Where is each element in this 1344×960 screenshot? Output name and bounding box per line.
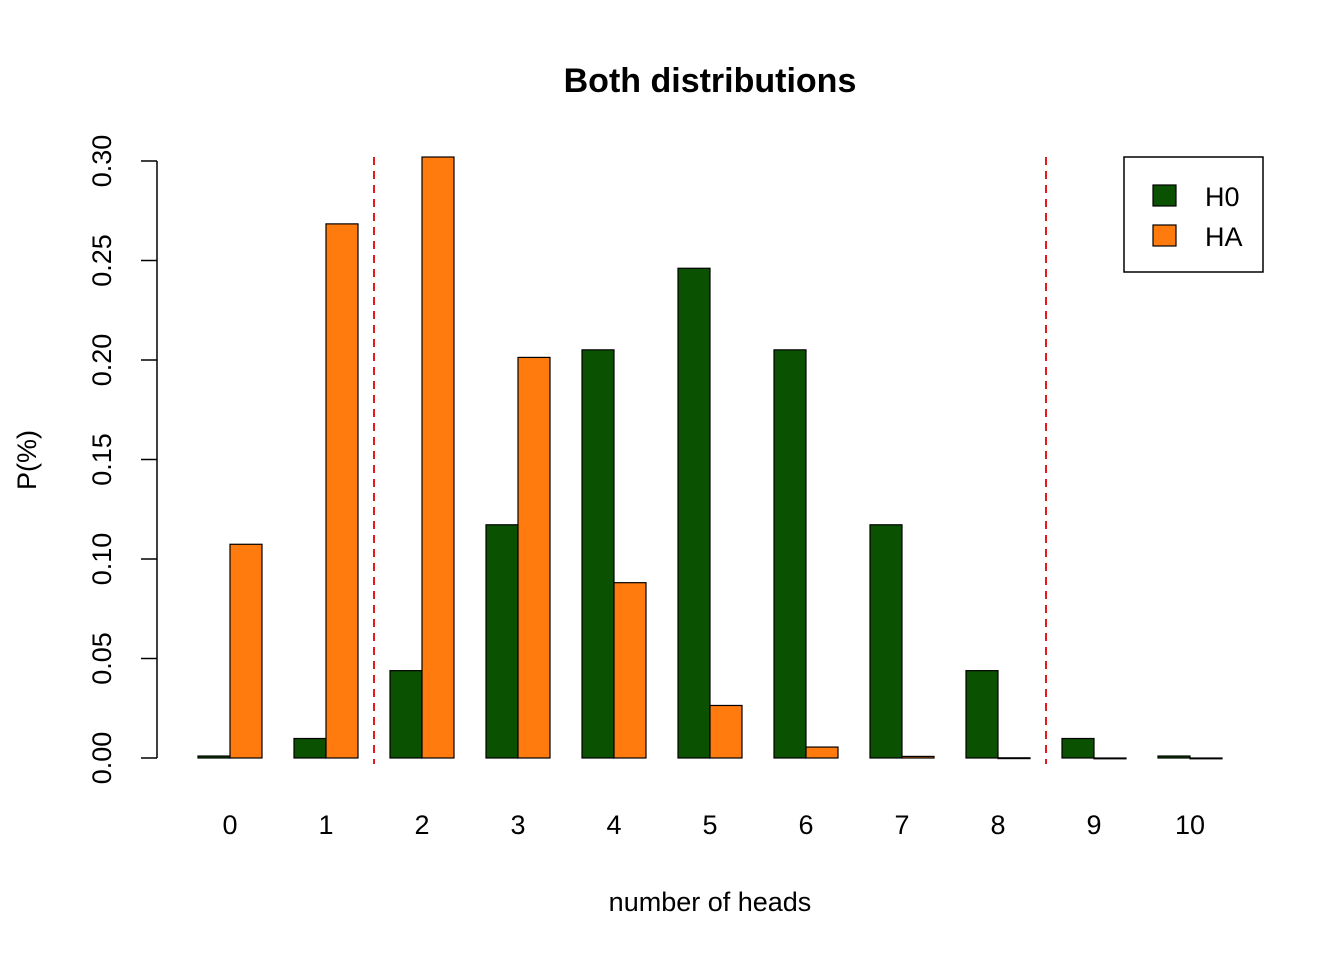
y-axis-label: P(%): [12, 430, 42, 490]
bar-h0-8: [965, 670, 999, 759]
bar-ha-5: [709, 704, 743, 759]
x-tick-label: 2: [414, 810, 429, 840]
bar-ha-8: [997, 757, 1031, 760]
x-tick-label: 8: [990, 810, 1005, 840]
y-axis: 0.00 0.05 0.10 0.15 0.20 0.25 0.30: [87, 135, 158, 785]
y-tick-label: 0.10: [87, 533, 117, 586]
bar-h0-0: [197, 755, 231, 759]
legend-swatch-ha: [1152, 224, 1177, 247]
bar-ha-10: [1189, 757, 1223, 760]
x-axis-label: number of heads: [609, 887, 812, 917]
bar-ha-2: [421, 156, 455, 759]
bar-ha-0: [229, 543, 263, 759]
x-tick-label: 5: [702, 810, 717, 840]
legend-label-ha: HA: [1205, 222, 1243, 252]
reference-lines: [373, 157, 1047, 764]
y-tick-label: 0.00: [87, 732, 117, 785]
bar-ha-1: [325, 223, 359, 759]
x-tick-labels: 0 1 2 3 4 5 6 7 8 9 10: [222, 810, 1205, 840]
bar-ha-3: [517, 356, 551, 759]
x-tick-label: 10: [1175, 810, 1205, 840]
legend-label-h0: H0: [1205, 182, 1240, 212]
bar-h0-2: [389, 670, 423, 759]
bar-h0-10: [1157, 755, 1191, 759]
y-tick-label: 0.15: [87, 433, 117, 486]
bars: [197, 156, 1223, 760]
y-tick-label: 0.05: [87, 632, 117, 685]
bar-ha-7: [901, 755, 935, 759]
x-tick-label: 3: [510, 810, 525, 840]
y-tick-label: 0.25: [87, 234, 117, 287]
legend-box: [1123, 156, 1264, 273]
x-tick-label: 7: [894, 810, 909, 840]
y-tick-label: 0.30: [87, 135, 117, 188]
bar-h0-4: [581, 349, 615, 759]
bar-ha-4: [613, 582, 647, 759]
bar-h0-6: [773, 349, 807, 759]
bar-h0-1: [293, 737, 327, 759]
x-tick-label: 0: [222, 810, 237, 840]
y-tick-label: 0.20: [87, 334, 117, 387]
bar-h0-9: [1061, 737, 1095, 759]
legend-swatch-h0: [1152, 184, 1177, 207]
bar-h0-5: [677, 267, 711, 759]
legend: H0 HA: [1123, 156, 1264, 273]
x-tick-label: 9: [1086, 810, 1101, 840]
bar-ha-9: [1093, 757, 1127, 760]
bar-h0-7: [869, 524, 903, 759]
bar-h0-3: [485, 524, 519, 759]
bar-ha-6: [805, 746, 839, 759]
x-tick-label: 1: [318, 810, 333, 840]
chart-title: Both distributions: [564, 62, 857, 100]
x-tick-label: 6: [798, 810, 813, 840]
x-tick-label: 4: [606, 810, 621, 840]
